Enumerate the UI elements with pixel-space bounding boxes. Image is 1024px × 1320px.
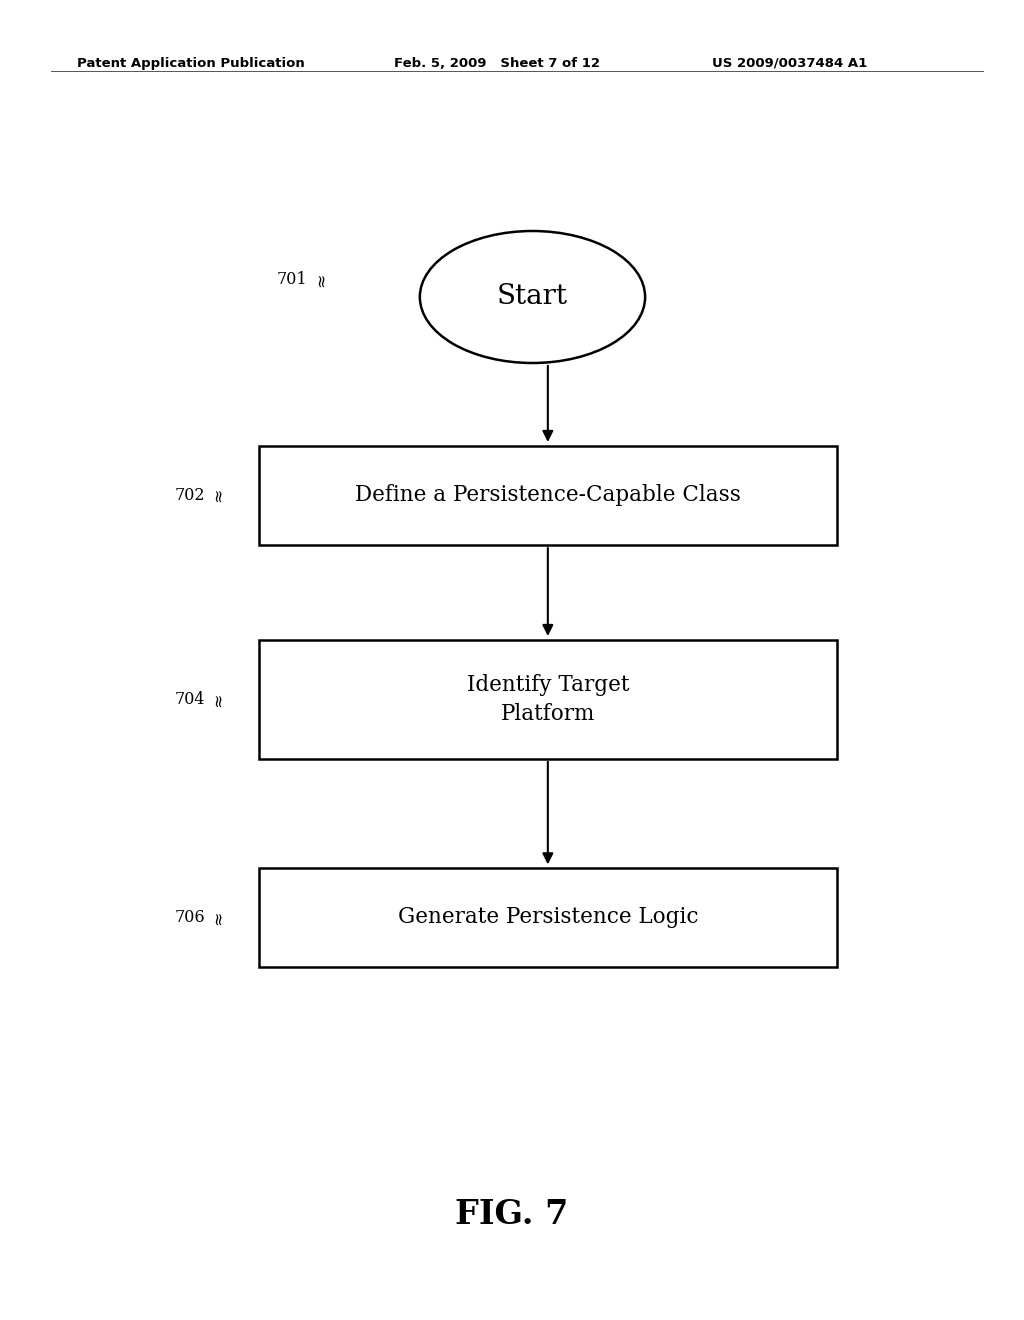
Text: 704: 704 <box>174 692 205 708</box>
Text: US 2009/0037484 A1: US 2009/0037484 A1 <box>712 57 867 70</box>
Text: Feb. 5, 2009   Sheet 7 of 12: Feb. 5, 2009 Sheet 7 of 12 <box>394 57 600 70</box>
Text: Define a Persistence-Capable Class: Define a Persistence-Capable Class <box>355 484 740 506</box>
Text: Identify Target
Platform: Identify Target Platform <box>467 675 629 725</box>
Text: 702: 702 <box>174 487 205 503</box>
Text: Patent Application Publication: Patent Application Publication <box>77 57 304 70</box>
Bar <box>259 869 838 966</box>
Text: 701: 701 <box>276 272 307 288</box>
Text: ≈: ≈ <box>210 911 227 924</box>
Bar <box>259 640 838 759</box>
Text: ≈: ≈ <box>210 488 227 502</box>
Bar <box>259 446 838 544</box>
Text: 706: 706 <box>174 909 205 925</box>
Text: FIG. 7: FIG. 7 <box>456 1199 568 1230</box>
Text: Start: Start <box>497 284 568 310</box>
Ellipse shape <box>420 231 645 363</box>
Text: Generate Persistence Logic: Generate Persistence Logic <box>397 907 698 928</box>
Text: ≈: ≈ <box>210 693 227 706</box>
Text: ≈: ≈ <box>312 273 330 286</box>
